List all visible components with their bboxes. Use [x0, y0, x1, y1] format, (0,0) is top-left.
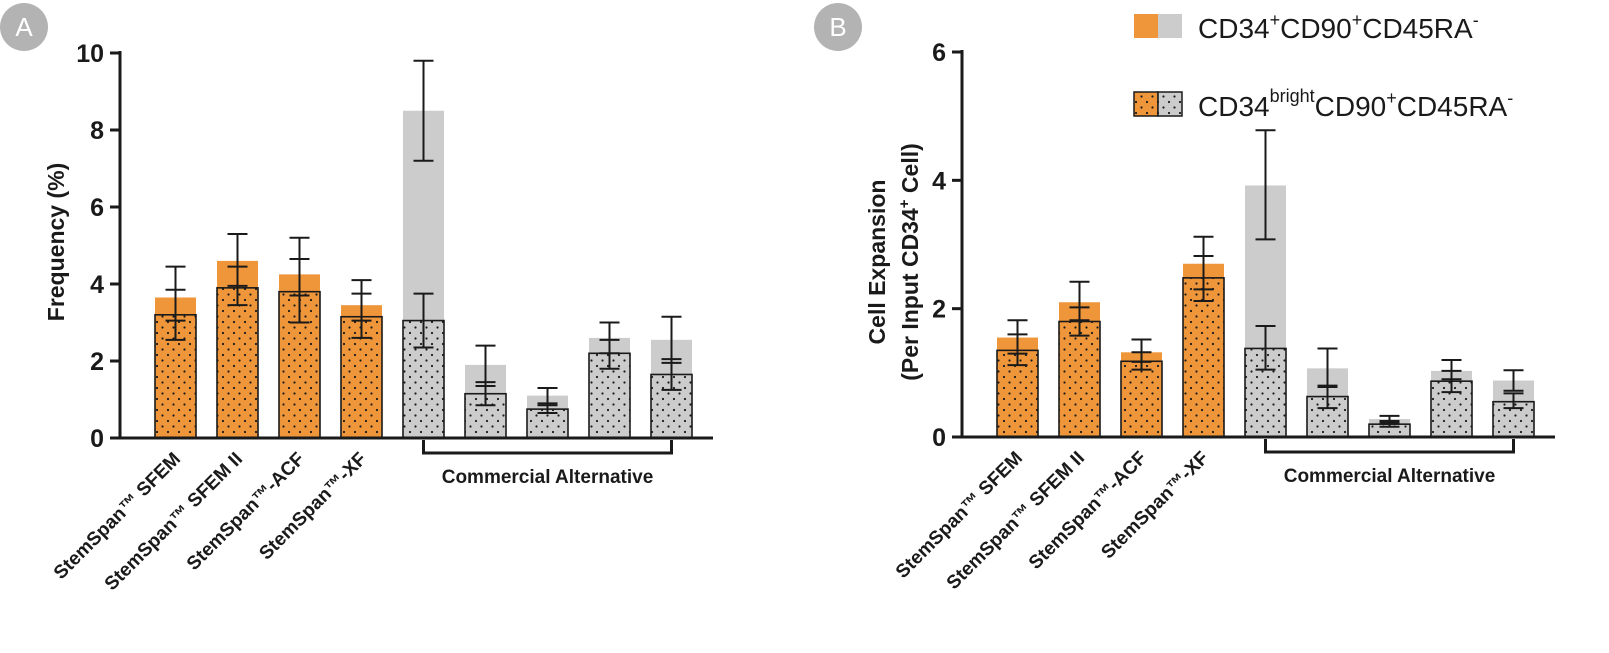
panel-b-errorbar-total-4 — [1255, 129, 1276, 241]
panel-a-letter: A — [15, 12, 33, 42]
panel-a-bar-bright-1 — [216, 287, 259, 439]
panel-b-errorbar-bright-4 — [1255, 324, 1276, 371]
panel-a-y-tick-label-10: 10 — [76, 40, 104, 68]
panel-b-errorbar-bright-1 — [1069, 306, 1090, 337]
panel-a-errorbar-bright-5 — [475, 381, 496, 407]
panel-b-y-tick-label-0: 0 — [932, 424, 946, 452]
panel-a-y-tick-label-6: 6 — [90, 194, 104, 222]
panel-b-y-axis-title-line2: (Per Input CD34+ Cell) — [896, 143, 923, 381]
panel-b-y-tick-label-2: 2 — [932, 296, 946, 324]
legend-label-total: CD34+CD90+CD45RA- — [1198, 10, 1479, 44]
panel-a-errorbar-bright-6 — [537, 402, 558, 414]
panel-b-errorbar-bright-5 — [1317, 384, 1338, 410]
panel-b-bar-bright-2 — [1120, 360, 1163, 438]
panel-b-badge: B — [814, 3, 862, 51]
panel-a-badge: A — [0, 3, 48, 51]
panel-b-bar-bright-3 — [1182, 277, 1225, 438]
panel-b-errorbar-bright-2 — [1131, 351, 1152, 371]
panel-a-y-tick-label-4: 4 — [90, 271, 104, 299]
panel-b-x-tick-label-3: StemSpan™-XF — [1097, 448, 1213, 564]
panel-b-y-tick-label-6: 6 — [932, 39, 946, 67]
panel-a-errorbar-bright-8 — [661, 358, 682, 391]
legend-item-total: CD34+CD90+CD45RA- — [1134, 10, 1479, 44]
panel-a-group-bracket — [422, 440, 673, 455]
legend-label-bright: CD34brightCD90+CD45RA- — [1198, 86, 1513, 122]
panel-a-errorbar-bright-1 — [227, 265, 248, 307]
panel-b-y-axis-title-line1: Cell Expansion — [864, 180, 890, 345]
panel-a-y-tick-label-8: 8 — [90, 117, 104, 145]
panel-a-group-label: Commercial Alternative — [442, 467, 654, 488]
panel-b-group-bracket — [1264, 439, 1515, 454]
panel-b-errorbar-total-8 — [1503, 369, 1524, 392]
panel-a-errorbar-total-4 — [413, 59, 434, 162]
panel-b-errorbar-bright-6 — [1379, 419, 1400, 428]
panel-a-errorbar-bright-4 — [413, 292, 434, 349]
panel-b-y-tick-label-4: 4 — [932, 167, 946, 195]
legend-item-bright: CD34brightCD90+CD45RA- — [1133, 86, 1513, 122]
panel-a-errorbar-bright-2 — [289, 257, 310, 324]
panel-b-errorbar-bright-7 — [1441, 369, 1462, 394]
panel-b-bar-bright-1 — [1058, 320, 1101, 438]
panel-a-y-tick-label-2: 2 — [90, 348, 104, 376]
legend-swatch-gray-dotted — [1157, 91, 1183, 117]
panel-b-errorbar-bright-3 — [1193, 255, 1214, 302]
panel-a-x-tick-label-2: StemSpan™-ACF — [183, 449, 309, 575]
panel-b-group-label: Commercial Alternative — [1284, 466, 1496, 487]
legend-swatch-orange — [1134, 14, 1158, 38]
panel-a-errorbar-bright-3 — [351, 292, 372, 339]
panel-a-errorbar-bright-0 — [165, 288, 186, 341]
legend-swatch-gray — [1158, 14, 1182, 38]
legend-swatch-orange-dotted — [1133, 91, 1159, 117]
panel-b-x-tick-label-2: StemSpan™-ACF — [1025, 448, 1151, 574]
panel-b-errorbar-bright-0 — [1007, 333, 1028, 367]
panel-a-y-axis-title: Frequency (%) — [43, 163, 69, 321]
panel-a-x-tick-label-3: StemSpan™-XF — [255, 449, 371, 565]
panel-a-errorbar-bright-7 — [599, 338, 620, 370]
panel-a-y-tick-label-0: 0 — [90, 425, 104, 453]
panel-b-letter: B — [829, 12, 846, 42]
legend: CD34+CD90+CD45RA- CD34brightCD90+CD45RA- — [1133, 10, 1513, 122]
panel-b-errorbar-bright-8 — [1503, 392, 1524, 410]
